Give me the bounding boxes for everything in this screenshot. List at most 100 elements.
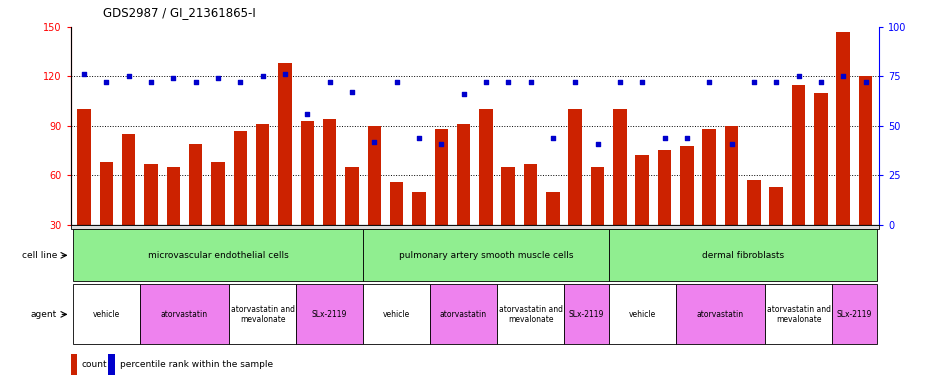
- Bar: [72, 229, 363, 281]
- Text: dermal fibroblasts: dermal fibroblasts: [701, 251, 784, 260]
- Text: atorvastatin and
mevalonate: atorvastatin and mevalonate: [498, 305, 562, 324]
- Bar: [569, 109, 582, 274]
- Bar: [108, 354, 116, 375]
- Point: [367, 139, 382, 145]
- Bar: [479, 109, 493, 274]
- Point: [322, 79, 337, 85]
- Bar: [189, 144, 202, 274]
- Bar: [564, 285, 609, 344]
- Point: [769, 79, 784, 85]
- Point: [277, 71, 292, 78]
- Point: [568, 79, 583, 85]
- Point: [836, 73, 851, 79]
- Bar: [368, 126, 381, 274]
- Text: microvascular endothelial cells: microvascular endothelial cells: [148, 251, 289, 260]
- Text: pulmonary artery smooth muscle cells: pulmonary artery smooth muscle cells: [399, 251, 573, 260]
- Point: [590, 141, 605, 147]
- Bar: [765, 285, 832, 344]
- Point: [813, 79, 828, 85]
- Bar: [70, 354, 77, 375]
- Bar: [296, 285, 363, 344]
- Bar: [144, 164, 158, 274]
- Bar: [166, 167, 180, 274]
- Bar: [390, 182, 403, 274]
- Text: atorvastatin: atorvastatin: [697, 310, 744, 319]
- Bar: [278, 63, 291, 274]
- Point: [746, 79, 761, 85]
- Text: vehicle: vehicle: [629, 310, 656, 319]
- Bar: [301, 121, 314, 274]
- Bar: [635, 156, 649, 274]
- Bar: [591, 167, 604, 274]
- Bar: [609, 229, 877, 281]
- Bar: [770, 187, 783, 274]
- Bar: [702, 129, 716, 274]
- Point: [680, 134, 695, 141]
- Bar: [681, 146, 694, 274]
- Bar: [676, 285, 765, 344]
- Point: [456, 91, 471, 97]
- Point: [255, 73, 270, 79]
- Text: SLx-2119: SLx-2119: [312, 310, 347, 319]
- Bar: [725, 126, 738, 274]
- Bar: [233, 131, 247, 274]
- Bar: [363, 285, 430, 344]
- Point: [701, 79, 716, 85]
- Text: SLx-2119: SLx-2119: [837, 310, 872, 319]
- Text: atorvastatin: atorvastatin: [161, 310, 208, 319]
- Text: atorvastatin and
mevalonate: atorvastatin and mevalonate: [230, 305, 294, 324]
- Bar: [747, 180, 760, 274]
- Bar: [837, 32, 850, 274]
- Point: [412, 134, 427, 141]
- Bar: [122, 134, 135, 274]
- Text: vehicle: vehicle: [93, 310, 120, 319]
- Point: [121, 73, 136, 79]
- Bar: [502, 167, 515, 274]
- Bar: [100, 162, 113, 274]
- Bar: [322, 119, 337, 274]
- Text: atorvastatin and
mevalonate: atorvastatin and mevalonate: [766, 305, 831, 324]
- Point: [165, 75, 180, 81]
- Point: [501, 79, 516, 85]
- Text: cell line: cell line: [22, 251, 57, 260]
- Bar: [546, 192, 559, 274]
- Bar: [658, 151, 671, 274]
- Point: [478, 79, 494, 85]
- Bar: [77, 109, 90, 274]
- Text: vehicle: vehicle: [383, 310, 410, 319]
- Bar: [497, 285, 564, 344]
- Point: [724, 141, 739, 147]
- Bar: [229, 285, 296, 344]
- Point: [634, 79, 650, 85]
- Text: percentile rank within the sample: percentile rank within the sample: [119, 360, 273, 369]
- Bar: [256, 124, 269, 274]
- Point: [76, 71, 91, 78]
- Text: agent: agent: [31, 310, 57, 319]
- Bar: [434, 129, 447, 274]
- Point: [433, 141, 448, 147]
- Text: GDS2987 / GI_21361865-I: GDS2987 / GI_21361865-I: [102, 6, 256, 19]
- Bar: [70, 225, 879, 229]
- Point: [99, 79, 114, 85]
- Bar: [457, 124, 470, 274]
- Bar: [212, 162, 225, 274]
- Point: [211, 75, 226, 81]
- Point: [144, 79, 159, 85]
- Point: [344, 89, 359, 95]
- Bar: [791, 84, 806, 274]
- Bar: [72, 285, 140, 344]
- Point: [389, 79, 404, 85]
- Bar: [613, 109, 627, 274]
- Bar: [430, 285, 497, 344]
- Point: [188, 79, 203, 85]
- Point: [657, 134, 672, 141]
- Bar: [609, 285, 676, 344]
- Bar: [859, 76, 872, 274]
- Bar: [832, 285, 877, 344]
- Point: [523, 79, 538, 85]
- Text: count: count: [82, 360, 107, 369]
- Bar: [140, 285, 229, 344]
- Point: [545, 134, 560, 141]
- Point: [300, 111, 315, 117]
- Text: atorvastatin: atorvastatin: [440, 310, 487, 319]
